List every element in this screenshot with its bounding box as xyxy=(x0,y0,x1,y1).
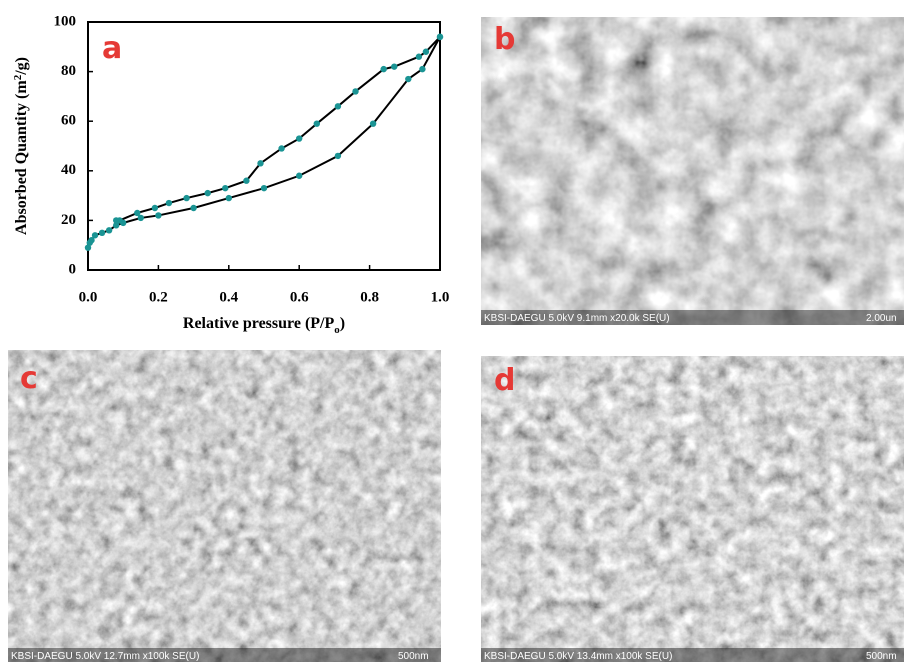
data-point xyxy=(436,33,444,41)
scale-bar-label: 2.00un xyxy=(866,313,897,324)
panel-label: a xyxy=(102,31,122,66)
data-point xyxy=(296,172,303,179)
data-point xyxy=(260,184,268,192)
scale-bar-label: 500nm xyxy=(866,651,897,662)
isotherm-chart: a Relative pressure (P/Po) Absorbed Quan… xyxy=(12,13,449,336)
sem-image xyxy=(481,17,904,325)
panel-label: c xyxy=(20,361,38,396)
info-bar xyxy=(481,310,904,325)
data-point xyxy=(134,209,141,217)
x-tick-label: 0.6 xyxy=(290,289,309,305)
data-point xyxy=(151,204,159,212)
data-point xyxy=(112,217,120,224)
x-label-sub: o xyxy=(334,324,340,336)
info-bar xyxy=(8,648,441,662)
x-tick-label: 0.4 xyxy=(219,289,238,305)
data-point xyxy=(84,244,92,251)
x-label-text: Relative pressure (P/P xyxy=(183,315,335,332)
data-point xyxy=(222,184,229,192)
sem-image xyxy=(481,356,904,662)
sem-image xyxy=(8,350,441,662)
sem-panel-d: d KBSI-DAEGU 5.0kV 13.4mm x100k SE(U) 50… xyxy=(481,356,904,662)
data-point xyxy=(334,103,342,110)
info-bar xyxy=(481,648,904,662)
data-point xyxy=(155,212,162,219)
y-axis-label: Absorbed Quantity (m2/g) xyxy=(12,57,30,235)
panel-label: d xyxy=(494,363,515,398)
data-point xyxy=(380,65,387,73)
data-point xyxy=(183,194,190,202)
data-point xyxy=(225,194,232,202)
plot-frame xyxy=(87,21,441,271)
data-point xyxy=(137,214,144,222)
y-tick-label: 80 xyxy=(61,63,76,79)
data-point xyxy=(278,145,285,152)
data-point xyxy=(88,237,95,244)
y-tick-label: 40 xyxy=(61,162,76,178)
sem-info: KBSI-DAEGU 5.0kV 13.4mm x100k SE(U) xyxy=(484,651,672,662)
data-point xyxy=(98,229,106,236)
data-point xyxy=(391,63,398,70)
data-point xyxy=(419,65,426,73)
sem-info: KBSI-DAEGU 5.0kV 9.1mm x20.0k SE(U) xyxy=(484,313,670,324)
data-point xyxy=(422,48,430,55)
y-tick-label: 20 xyxy=(61,212,76,228)
y-tick-label: 100 xyxy=(54,13,77,29)
y-label-sup: 2 xyxy=(12,74,24,80)
isotherm-line xyxy=(116,36,441,222)
panel-label: b xyxy=(494,22,515,57)
data-point xyxy=(190,204,197,212)
data-point xyxy=(204,189,211,197)
y-tick-label: 0 xyxy=(69,261,77,277)
sem-panel-c: c KBSI-DAEGU 5.0kV 12.7mm x100k SE(U) 50… xyxy=(8,350,441,662)
data-point xyxy=(405,75,412,83)
data-point xyxy=(296,135,303,142)
scale-bar-label: 500nm xyxy=(398,651,429,662)
x-label-end: ) xyxy=(340,315,345,332)
x-tick-label: 1.0 xyxy=(431,289,450,305)
data-point xyxy=(165,199,173,207)
sem-panel-b: b KBSI-DAEGU 5.0kV 9.1mm x20.0k SE(U) 2.… xyxy=(481,17,904,325)
data-point xyxy=(257,160,264,167)
data-point xyxy=(243,177,250,184)
x-axis-label: Relative pressure (P/Po) xyxy=(183,315,345,336)
data-point xyxy=(105,227,113,234)
x-tick-label: 0.2 xyxy=(149,289,168,305)
data-point xyxy=(415,53,423,60)
y-tick-label: 60 xyxy=(61,113,76,129)
data-point xyxy=(112,222,120,229)
y-label-text: Absorbed Quantity (m xyxy=(13,80,30,235)
data-point xyxy=(313,120,320,127)
x-tick-label: 0.8 xyxy=(360,289,379,305)
sem-info: KBSI-DAEGU 5.0kV 12.7mm x100k SE(U) xyxy=(11,651,199,662)
data-point xyxy=(352,88,359,95)
data-point xyxy=(91,232,99,239)
data-point xyxy=(334,152,342,160)
data-point xyxy=(369,120,377,127)
x-tick-label: 0.0 xyxy=(79,289,98,305)
y-label-end: /g) xyxy=(13,57,30,76)
